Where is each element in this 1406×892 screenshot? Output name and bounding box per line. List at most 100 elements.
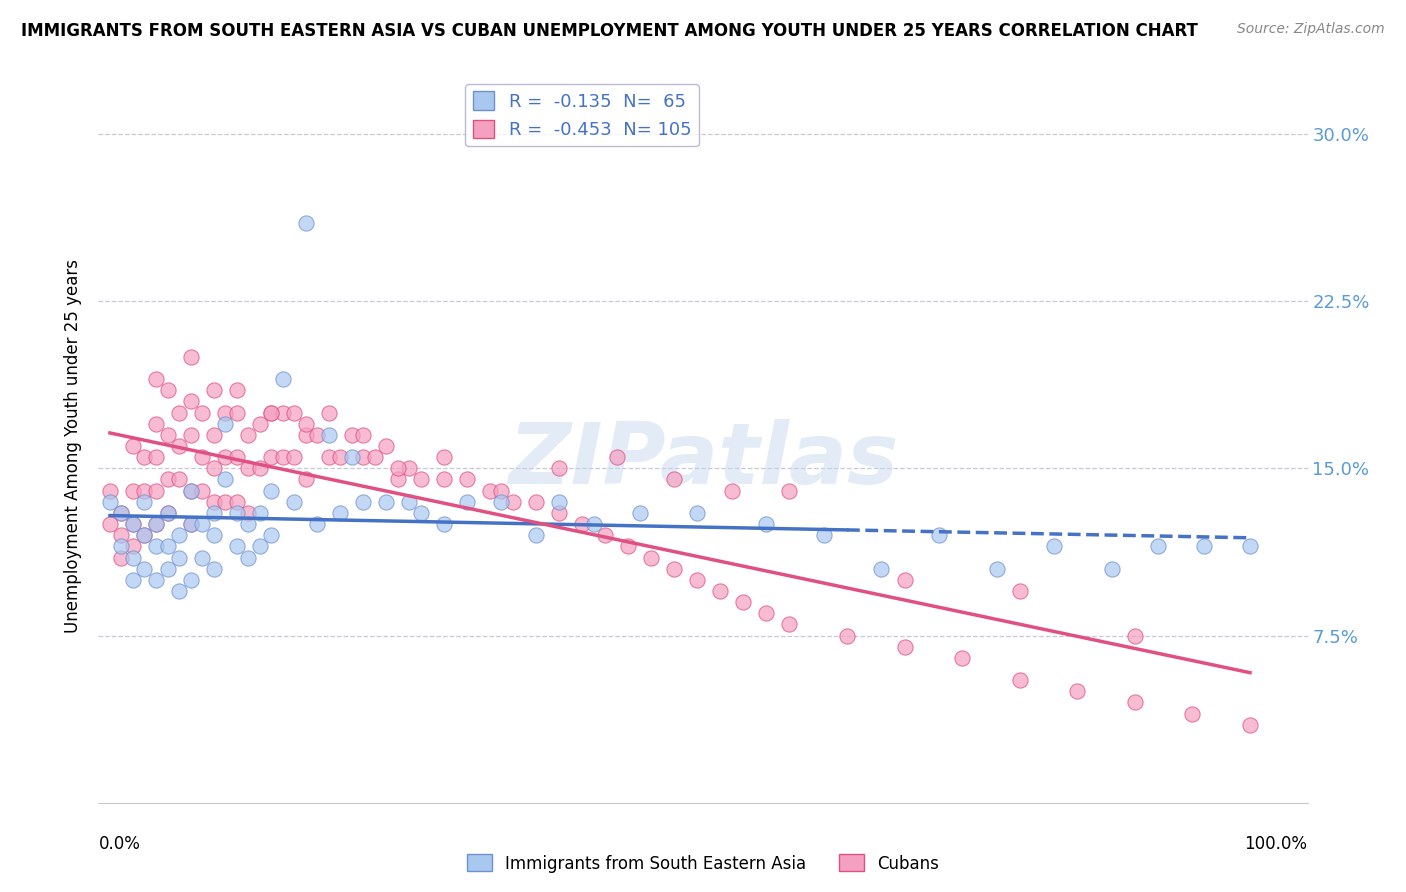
Point bbox=[110, 550, 132, 565]
Point bbox=[340, 450, 363, 464]
Point bbox=[456, 473, 478, 487]
Point bbox=[167, 528, 190, 542]
Point bbox=[398, 461, 420, 475]
Point bbox=[686, 573, 709, 587]
Text: ZIPatlas: ZIPatlas bbox=[508, 418, 898, 502]
Point bbox=[733, 595, 755, 609]
Point bbox=[1008, 583, 1031, 598]
Point bbox=[180, 516, 202, 531]
Point bbox=[1192, 539, 1215, 553]
Point bbox=[582, 516, 605, 531]
Point bbox=[156, 506, 179, 520]
Point bbox=[110, 528, 132, 542]
Point bbox=[134, 562, 156, 576]
Text: IMMIGRANTS FROM SOUTH EASTERN ASIA VS CUBAN UNEMPLOYMENT AMONG YOUTH UNDER 25 YE: IMMIGRANTS FROM SOUTH EASTERN ASIA VS CU… bbox=[21, 22, 1198, 40]
Point bbox=[986, 562, 1008, 576]
Point bbox=[260, 405, 283, 419]
Point bbox=[433, 516, 456, 531]
Point bbox=[98, 494, 121, 508]
Point bbox=[260, 450, 283, 464]
Point bbox=[225, 450, 247, 464]
Point bbox=[617, 539, 640, 553]
Point bbox=[387, 473, 409, 487]
Point bbox=[134, 450, 156, 464]
Text: Source: ZipAtlas.com: Source: ZipAtlas.com bbox=[1237, 22, 1385, 37]
Point bbox=[145, 516, 167, 531]
Point bbox=[122, 483, 145, 498]
Point bbox=[134, 528, 156, 542]
Point bbox=[225, 384, 247, 398]
Point bbox=[271, 405, 294, 419]
Point bbox=[145, 539, 167, 553]
Point bbox=[122, 573, 145, 587]
Point bbox=[1066, 684, 1088, 698]
Point bbox=[156, 539, 179, 553]
Point bbox=[202, 506, 225, 520]
Point bbox=[640, 550, 662, 565]
Point bbox=[409, 473, 432, 487]
Point bbox=[456, 494, 478, 508]
Point bbox=[375, 439, 398, 453]
Point bbox=[110, 506, 132, 520]
Point bbox=[191, 550, 214, 565]
Point bbox=[271, 372, 294, 386]
Point bbox=[1043, 539, 1066, 553]
Point bbox=[294, 427, 316, 442]
Point bbox=[271, 450, 294, 464]
Point bbox=[202, 427, 225, 442]
Point bbox=[893, 640, 915, 654]
Text: 0.0%: 0.0% bbox=[98, 835, 141, 853]
Point bbox=[340, 427, 363, 442]
Point bbox=[191, 516, 214, 531]
Point bbox=[134, 483, 156, 498]
Point bbox=[122, 516, 145, 531]
Point bbox=[1239, 539, 1261, 553]
Point bbox=[1147, 539, 1170, 553]
Point bbox=[225, 506, 247, 520]
Point bbox=[249, 417, 271, 431]
Point bbox=[145, 573, 167, 587]
Point bbox=[249, 461, 271, 475]
Point bbox=[260, 483, 283, 498]
Point bbox=[548, 461, 571, 475]
Point bbox=[167, 439, 190, 453]
Point bbox=[167, 405, 190, 419]
Point bbox=[180, 483, 202, 498]
Point bbox=[156, 384, 179, 398]
Point bbox=[180, 394, 202, 409]
Point bbox=[870, 562, 893, 576]
Point bbox=[950, 651, 973, 665]
Point bbox=[686, 506, 709, 520]
Point bbox=[755, 516, 778, 531]
Point bbox=[145, 372, 167, 386]
Point bbox=[110, 539, 132, 553]
Point bbox=[502, 494, 524, 508]
Text: 100.0%: 100.0% bbox=[1244, 835, 1308, 853]
Point bbox=[709, 583, 731, 598]
Point bbox=[1123, 696, 1146, 710]
Point bbox=[191, 483, 214, 498]
Point bbox=[352, 450, 374, 464]
Point bbox=[260, 528, 283, 542]
Point bbox=[491, 494, 513, 508]
Y-axis label: Unemployment Among Youth under 25 years: Unemployment Among Youth under 25 years bbox=[65, 259, 83, 633]
Point bbox=[145, 483, 167, 498]
Point bbox=[387, 461, 409, 475]
Point bbox=[1123, 628, 1146, 642]
Point bbox=[191, 450, 214, 464]
Point bbox=[180, 573, 202, 587]
Point bbox=[375, 494, 398, 508]
Point bbox=[283, 405, 305, 419]
Point bbox=[548, 494, 571, 508]
Point bbox=[664, 473, 686, 487]
Point bbox=[329, 450, 352, 464]
Point bbox=[664, 562, 686, 576]
Point bbox=[180, 427, 202, 442]
Point bbox=[364, 450, 387, 464]
Point bbox=[778, 483, 800, 498]
Point bbox=[628, 506, 651, 520]
Point bbox=[307, 516, 329, 531]
Point bbox=[593, 528, 616, 542]
Point bbox=[145, 450, 167, 464]
Point bbox=[122, 439, 145, 453]
